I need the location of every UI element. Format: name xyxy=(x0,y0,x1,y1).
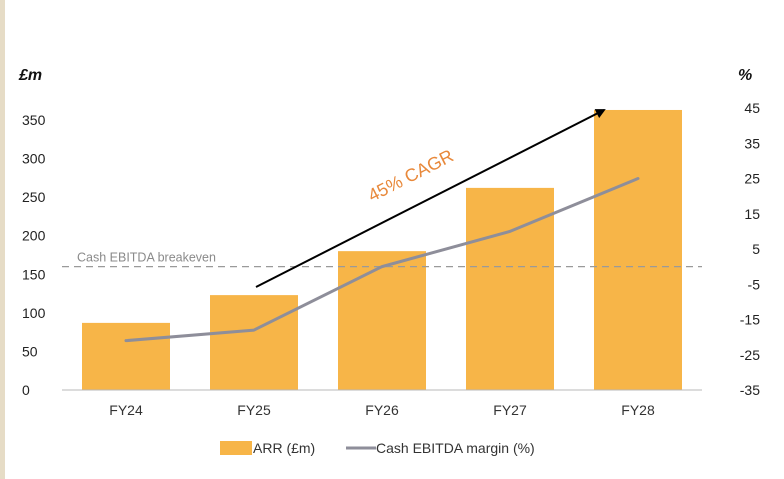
legend-bar-swatch xyxy=(220,441,252,455)
cagr-label: 45% CAGR xyxy=(365,146,457,206)
y-right-tick--25: -25 xyxy=(740,347,760,363)
cagr-arrow xyxy=(255,109,606,288)
margin-line-layer xyxy=(124,177,640,343)
y-right-tick-15: 15 xyxy=(744,206,760,222)
x-tick-fy26: FY26 xyxy=(365,402,399,418)
bar-fy25 xyxy=(210,295,298,390)
breakeven-label: Cash EBITDA breakeven xyxy=(77,251,216,265)
arr-ebitda-chart: Cash EBITDA breakeven 0 50 100 150 200 250 300… xyxy=(18,67,760,456)
chart-panel: Cash EBITDA breakeven 0 50 100 150 200 250 300… xyxy=(5,0,784,479)
x-tick-fy24: FY24 xyxy=(109,402,143,418)
bar-fy24 xyxy=(82,322,170,390)
x-tick-fy28: FY28 xyxy=(621,402,655,418)
y-right-tick-35: 35 xyxy=(744,135,760,151)
bars-layer xyxy=(82,109,682,390)
bar-fy26 xyxy=(338,251,426,390)
y-left-tick-100: 100 xyxy=(22,305,46,321)
y-left-unit: £m xyxy=(18,67,42,84)
legend-layer: ARR (£m) Cash EBITDA margin (%) xyxy=(220,440,535,456)
y-right-tick-25: 25 xyxy=(744,171,760,187)
y-left-tick-350: 350 xyxy=(22,112,46,128)
y-right-tick-45: 45 xyxy=(744,100,760,116)
bar-fy28 xyxy=(594,109,682,390)
y-right-tick-5: 5 xyxy=(752,241,760,257)
y-right-unit: % xyxy=(738,67,752,84)
bar-fy27 xyxy=(466,187,554,390)
legend-line-label: Cash EBITDA margin (%) xyxy=(376,440,535,456)
y-left-tick-0: 0 xyxy=(22,382,30,398)
y-right-tick--5: -5 xyxy=(748,276,761,292)
y-left-tick-250: 250 xyxy=(22,189,46,205)
y-right-tick--15: -15 xyxy=(740,312,760,328)
x-tick-fy27: FY27 xyxy=(493,402,527,418)
y-left-tick-50: 50 xyxy=(22,343,38,359)
legend-bar-label: ARR (£m) xyxy=(253,440,315,456)
y-left-tick-200: 200 xyxy=(22,228,46,244)
x-tick-fy25: FY25 xyxy=(237,402,271,418)
breakeven-layer: Cash EBITDA breakeven xyxy=(62,251,702,268)
y-left-tick-300: 300 xyxy=(22,151,46,167)
axes-layer: 0 50 100 150 200 250 300 350 £m 45 35 25 15 5 -5 -15 -25… xyxy=(18,67,760,418)
y-left-tick-150: 150 xyxy=(22,266,46,282)
y-right-tick--35: -35 xyxy=(740,382,760,398)
